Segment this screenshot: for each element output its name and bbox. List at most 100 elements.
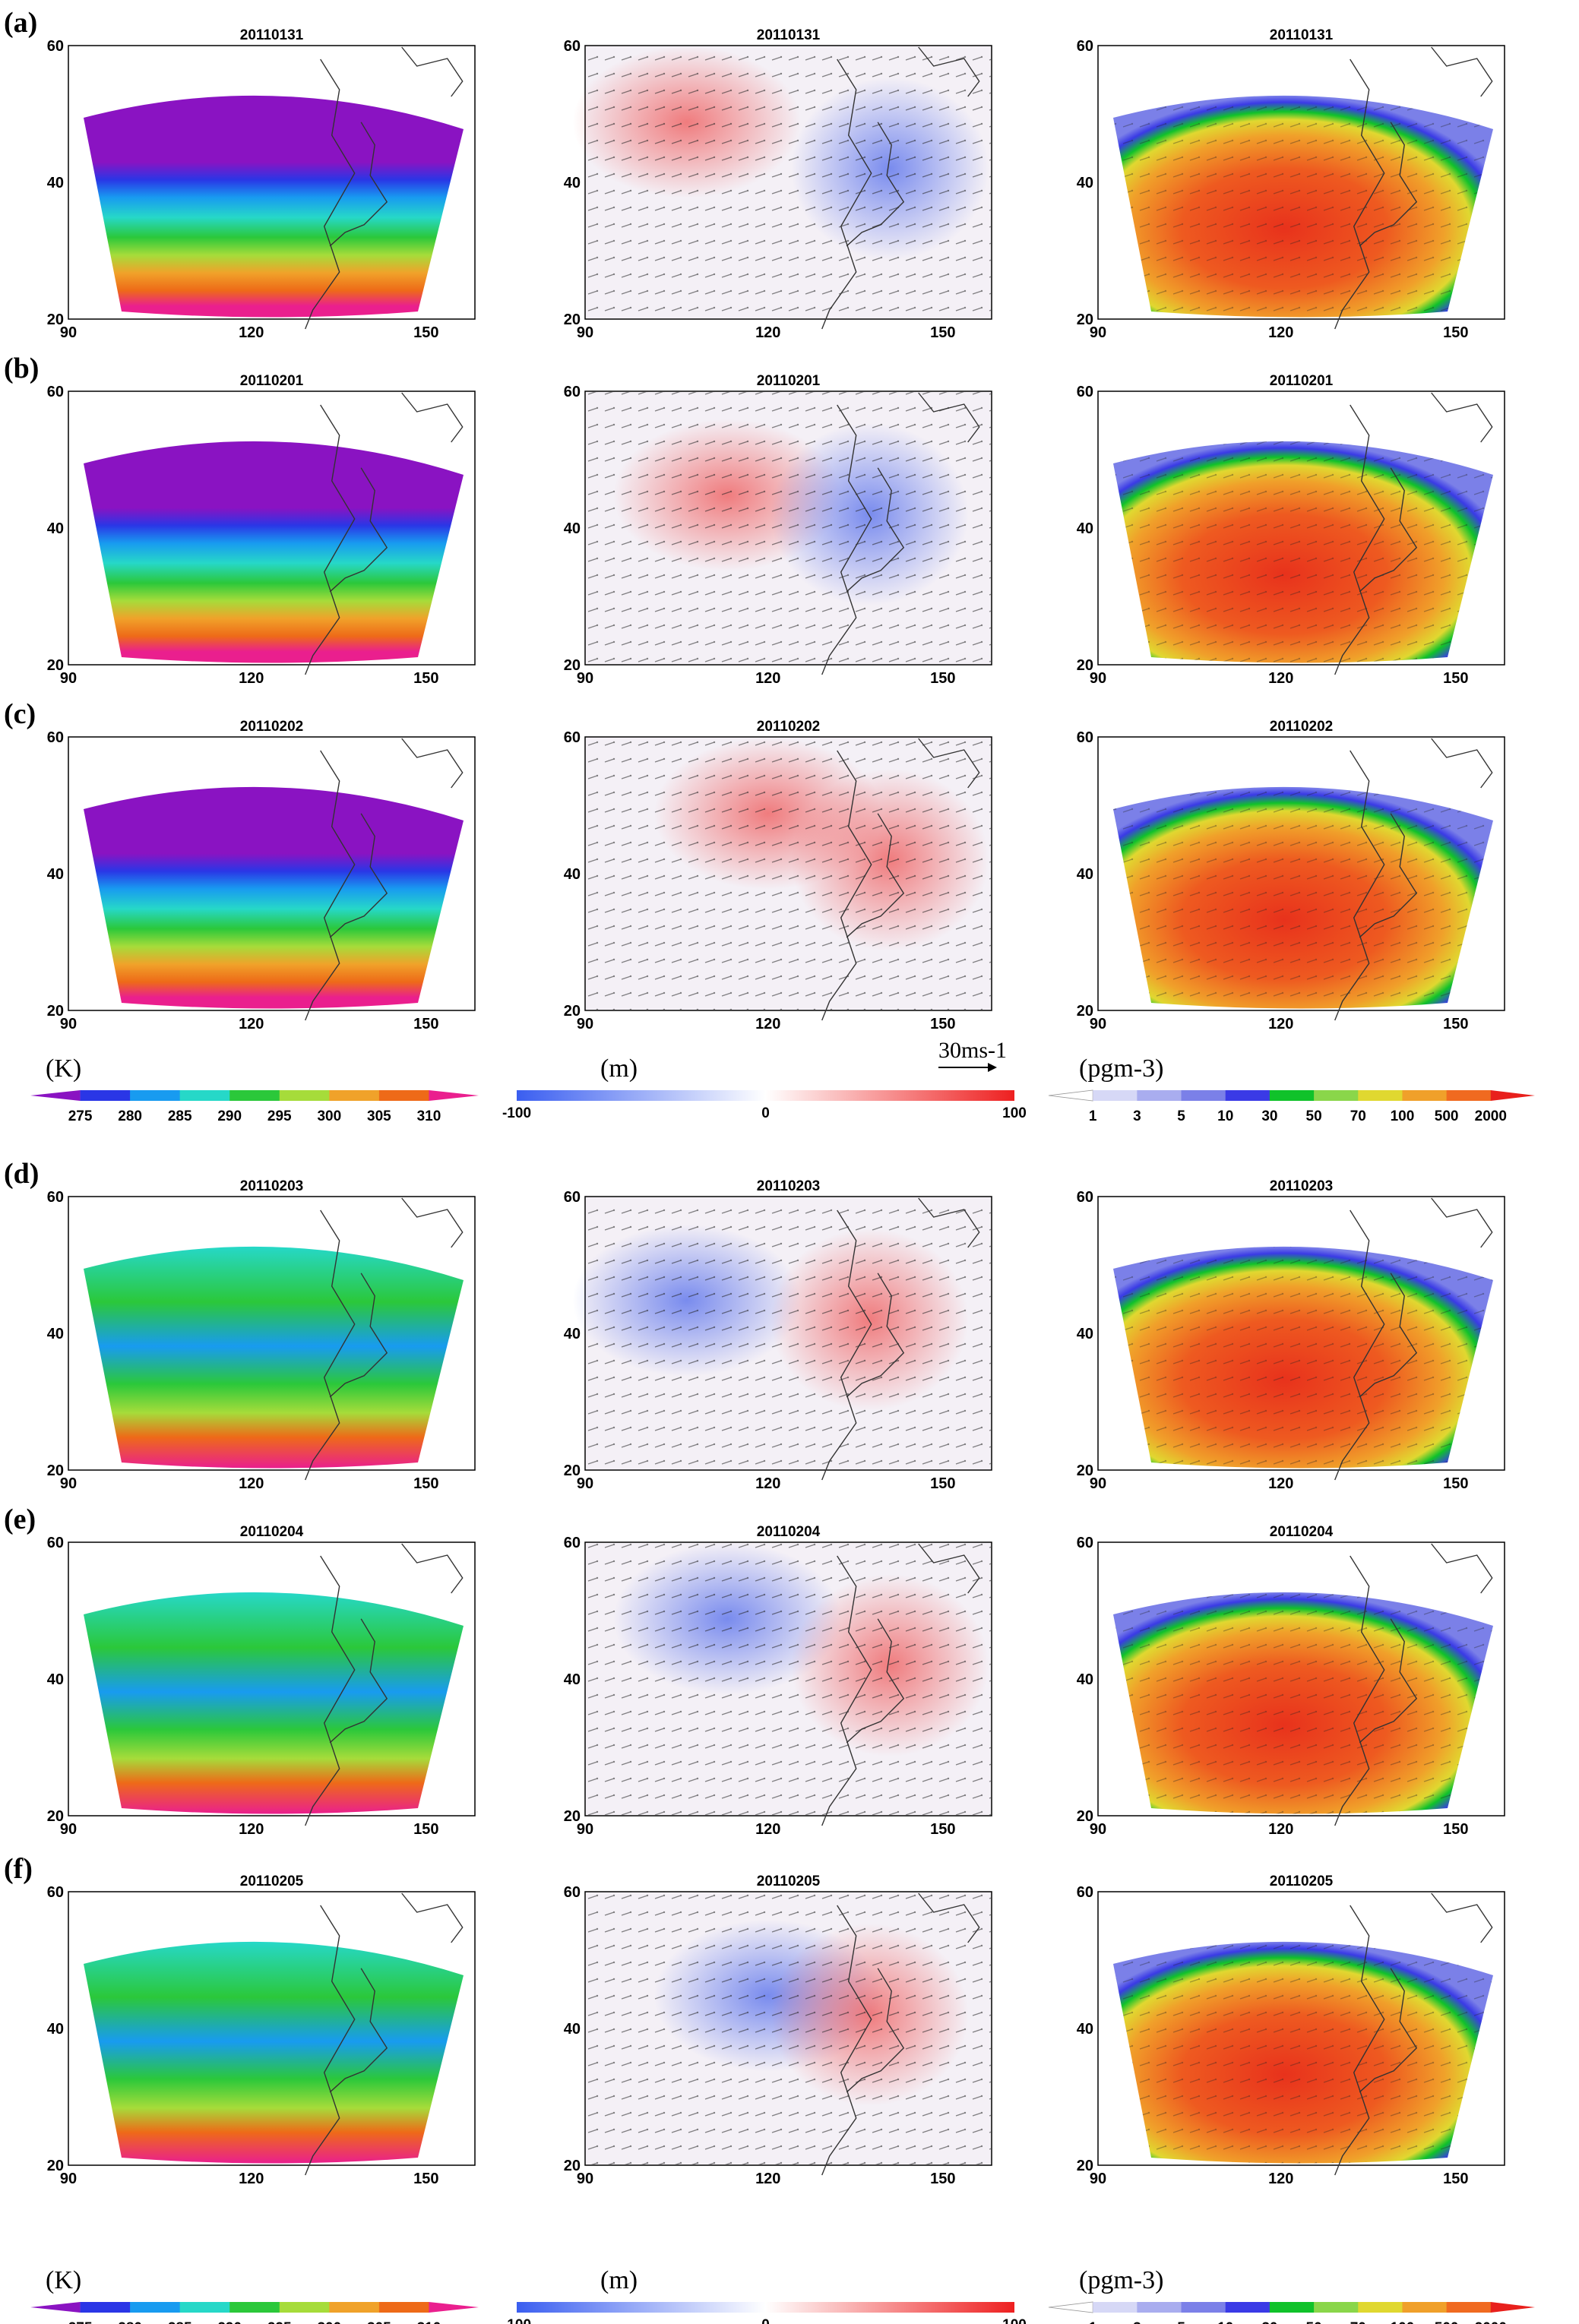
x-tick-label: 90 — [60, 324, 77, 341]
x-tick-label: 90 — [60, 1821, 77, 1838]
coastline — [821, 1555, 872, 1826]
y-tick-label: 20 — [564, 1808, 581, 1825]
y-tick-label: 60 — [47, 384, 64, 400]
x-tick-label: 90 — [1090, 1475, 1106, 1492]
japan-outline — [1359, 1273, 1418, 1398]
colorbar-gradient — [517, 2302, 1014, 2313]
colorbar-unit: (pgm-3) — [1079, 2266, 1163, 2294]
x-tick-label: 150 — [930, 670, 955, 687]
japan-outline — [1359, 813, 1418, 938]
colorbar-segment — [1269, 2302, 1315, 2313]
x-tick-label: 120 — [239, 670, 264, 687]
y-tick-label: 40 — [1077, 1671, 1093, 1688]
x-tick-label: 90 — [577, 1475, 593, 1492]
y-tick-label: 60 — [564, 38, 581, 55]
x-tick-label: 150 — [413, 324, 438, 341]
colorbar-unit: (K) — [46, 2266, 81, 2294]
coastline — [305, 1905, 356, 2176]
y-tick-label: 60 — [47, 1884, 64, 1901]
colorbar-tick-label: 50 — [1306, 1108, 1322, 1124]
x-tick-label: 150 — [1443, 2171, 1468, 2187]
temperature-field — [84, 1246, 464, 1469]
x-tick-label: 120 — [755, 2171, 780, 2187]
colorbar-tick-label: 5 — [1177, 1108, 1185, 1124]
y-tick-label: 20 — [1077, 1462, 1093, 1479]
colorbar-tick-label: -100 — [502, 1105, 531, 1121]
panel-date-title: 20110203 — [757, 1178, 821, 1194]
y-tick-label: 60 — [1077, 1189, 1093, 1206]
colorbar-segment — [1225, 1090, 1270, 1101]
wind-reference-label: 30ms-1 — [938, 1038, 1007, 1063]
height-colorbar: -100 0 100 (m) — [502, 1054, 1027, 1121]
colorbar-segment — [1048, 2301, 1093, 2313]
y-tick-label: 40 — [564, 866, 581, 883]
japan-outline — [329, 1273, 388, 1398]
colorbar-tick-label: 0 — [761, 1105, 770, 1121]
map-panel-20110131-temperature: 20110131 20 40 60 90 120 150 — [47, 27, 476, 341]
colorbar-tick-label: 70 — [1350, 2320, 1366, 2324]
colorbar-tick-label: 3 — [1133, 1108, 1141, 1124]
panel-date-title: 20110201 — [1270, 373, 1334, 389]
colorbar-segment — [1314, 1090, 1359, 1101]
temperature-field — [84, 95, 464, 318]
y-tick-label: 40 — [1077, 520, 1093, 537]
wind-vectors — [1113, 1592, 1493, 1814]
y-tick-label: 60 — [47, 1189, 64, 1206]
arrow-head-icon — [988, 1063, 997, 1072]
panel-date-title: 20110131 — [240, 27, 304, 43]
y-tick-label: 60 — [47, 729, 64, 746]
aerosol-colorbar: 1 3 5 10 30 50 70 100 500 2000 (pgm-3) — [1048, 1054, 1535, 1124]
x-tick-label: 150 — [413, 670, 438, 687]
colorbar-segment — [279, 2302, 330, 2313]
temperature-field — [84, 441, 464, 663]
colorbar-segment — [429, 2302, 479, 2313]
japan-outline — [1359, 1968, 1418, 2093]
colorbar-unit: (pgm-3) — [1079, 1054, 1163, 1083]
kamchatka-outline — [1431, 1197, 1493, 1248]
y-tick-label: 20 — [564, 311, 581, 328]
colorbar-segment — [279, 1090, 330, 1101]
colorbar-segment — [1402, 2302, 1448, 2313]
panel-date-title: 20110202 — [757, 719, 821, 735]
temperature-colorbar: 275 280 285 290 295 300 305 310 (K) — [30, 1054, 479, 1124]
panel-date-title: 20110131 — [757, 27, 821, 43]
colorbar-tick-label: 100 — [1002, 2317, 1027, 2324]
y-tick-label: 60 — [1077, 1884, 1093, 1901]
x-tick-label: 120 — [239, 324, 264, 341]
panel-date-title: 20110205 — [757, 1873, 821, 1889]
x-tick-label: 120 — [755, 1821, 780, 1838]
x-tick-label: 150 — [1443, 1016, 1468, 1032]
x-tick-label: 120 — [239, 2171, 264, 2187]
temperature-field — [84, 786, 464, 1009]
x-tick-label: 150 — [413, 1475, 438, 1492]
panel-row-label: (b) — [4, 353, 39, 384]
x-tick-label: 150 — [1443, 324, 1468, 341]
colorbar-segment — [80, 1090, 131, 1101]
coastline — [1334, 1905, 1385, 2176]
wind-vectors — [1113, 786, 1493, 1009]
colorbar-tick-label: 300 — [317, 1108, 341, 1124]
y-tick-label: 20 — [564, 1462, 581, 1479]
x-tick-label: 90 — [60, 670, 77, 687]
y-tick-label: 60 — [564, 729, 581, 746]
colorbar-segment — [1402, 1090, 1448, 1101]
kamchatka-outline — [401, 46, 464, 97]
x-tick-label: 120 — [1268, 1016, 1293, 1032]
x-tick-label: 120 — [1268, 2171, 1293, 2187]
y-tick-label: 20 — [1077, 311, 1093, 328]
x-tick-label: 120 — [1268, 670, 1293, 687]
japan-outline — [846, 122, 905, 247]
colorbar-tick-label: 290 — [217, 2320, 242, 2324]
colorbar-tick-label: 300 — [317, 2320, 341, 2324]
coastline — [305, 750, 356, 1021]
coastline — [821, 1905, 872, 2176]
colorbar-segment — [179, 2302, 230, 2313]
x-tick-label: 90 — [1090, 1016, 1106, 1032]
japan-outline — [329, 467, 388, 593]
map-panel-20110201-temperature: 20110201 20 40 60 90 120 150 — [47, 373, 476, 687]
colorbar-tick-label: 275 — [68, 1108, 93, 1124]
colorbar-tick-label: -100 — [502, 2317, 531, 2324]
map-panel-20110131-geopotential-height-anomaly: 20110131 20 40 60 90 120 150 — [564, 27, 992, 341]
x-tick-label: 90 — [1090, 324, 1106, 341]
